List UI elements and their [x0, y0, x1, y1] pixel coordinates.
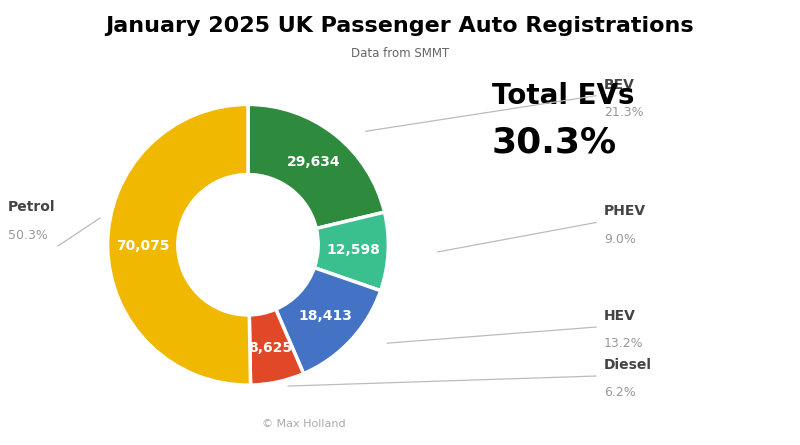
Text: January 2025 UK Passenger Auto Registrations: January 2025 UK Passenger Auto Registrat…	[106, 16, 694, 36]
Wedge shape	[108, 105, 250, 385]
Text: 29,634: 29,634	[286, 155, 340, 169]
Text: 9.0%: 9.0%	[604, 233, 636, 246]
Text: 50.3%: 50.3%	[8, 229, 48, 243]
Text: 12,598: 12,598	[326, 243, 380, 257]
Text: 18,413: 18,413	[298, 309, 352, 324]
Wedge shape	[314, 212, 388, 291]
Text: Petrol: Petrol	[8, 200, 55, 214]
Text: 6.2%: 6.2%	[604, 386, 636, 400]
Text: 30.3%: 30.3%	[492, 125, 617, 159]
Text: 70,075: 70,075	[116, 239, 170, 253]
Text: Total EVs: Total EVs	[492, 82, 634, 109]
Text: Diesel: Diesel	[604, 358, 652, 372]
Wedge shape	[276, 268, 381, 374]
Text: 8,625: 8,625	[248, 340, 292, 355]
Text: Data from SMMT: Data from SMMT	[351, 47, 449, 60]
Wedge shape	[248, 105, 385, 228]
Text: PHEV: PHEV	[604, 204, 646, 218]
Wedge shape	[250, 309, 303, 385]
Text: 21.3%: 21.3%	[604, 106, 644, 119]
Text: © Max Holland: © Max Holland	[262, 420, 346, 429]
Text: HEV: HEV	[604, 309, 636, 323]
Text: BEV: BEV	[604, 77, 635, 92]
Text: 13.2%: 13.2%	[604, 337, 644, 351]
